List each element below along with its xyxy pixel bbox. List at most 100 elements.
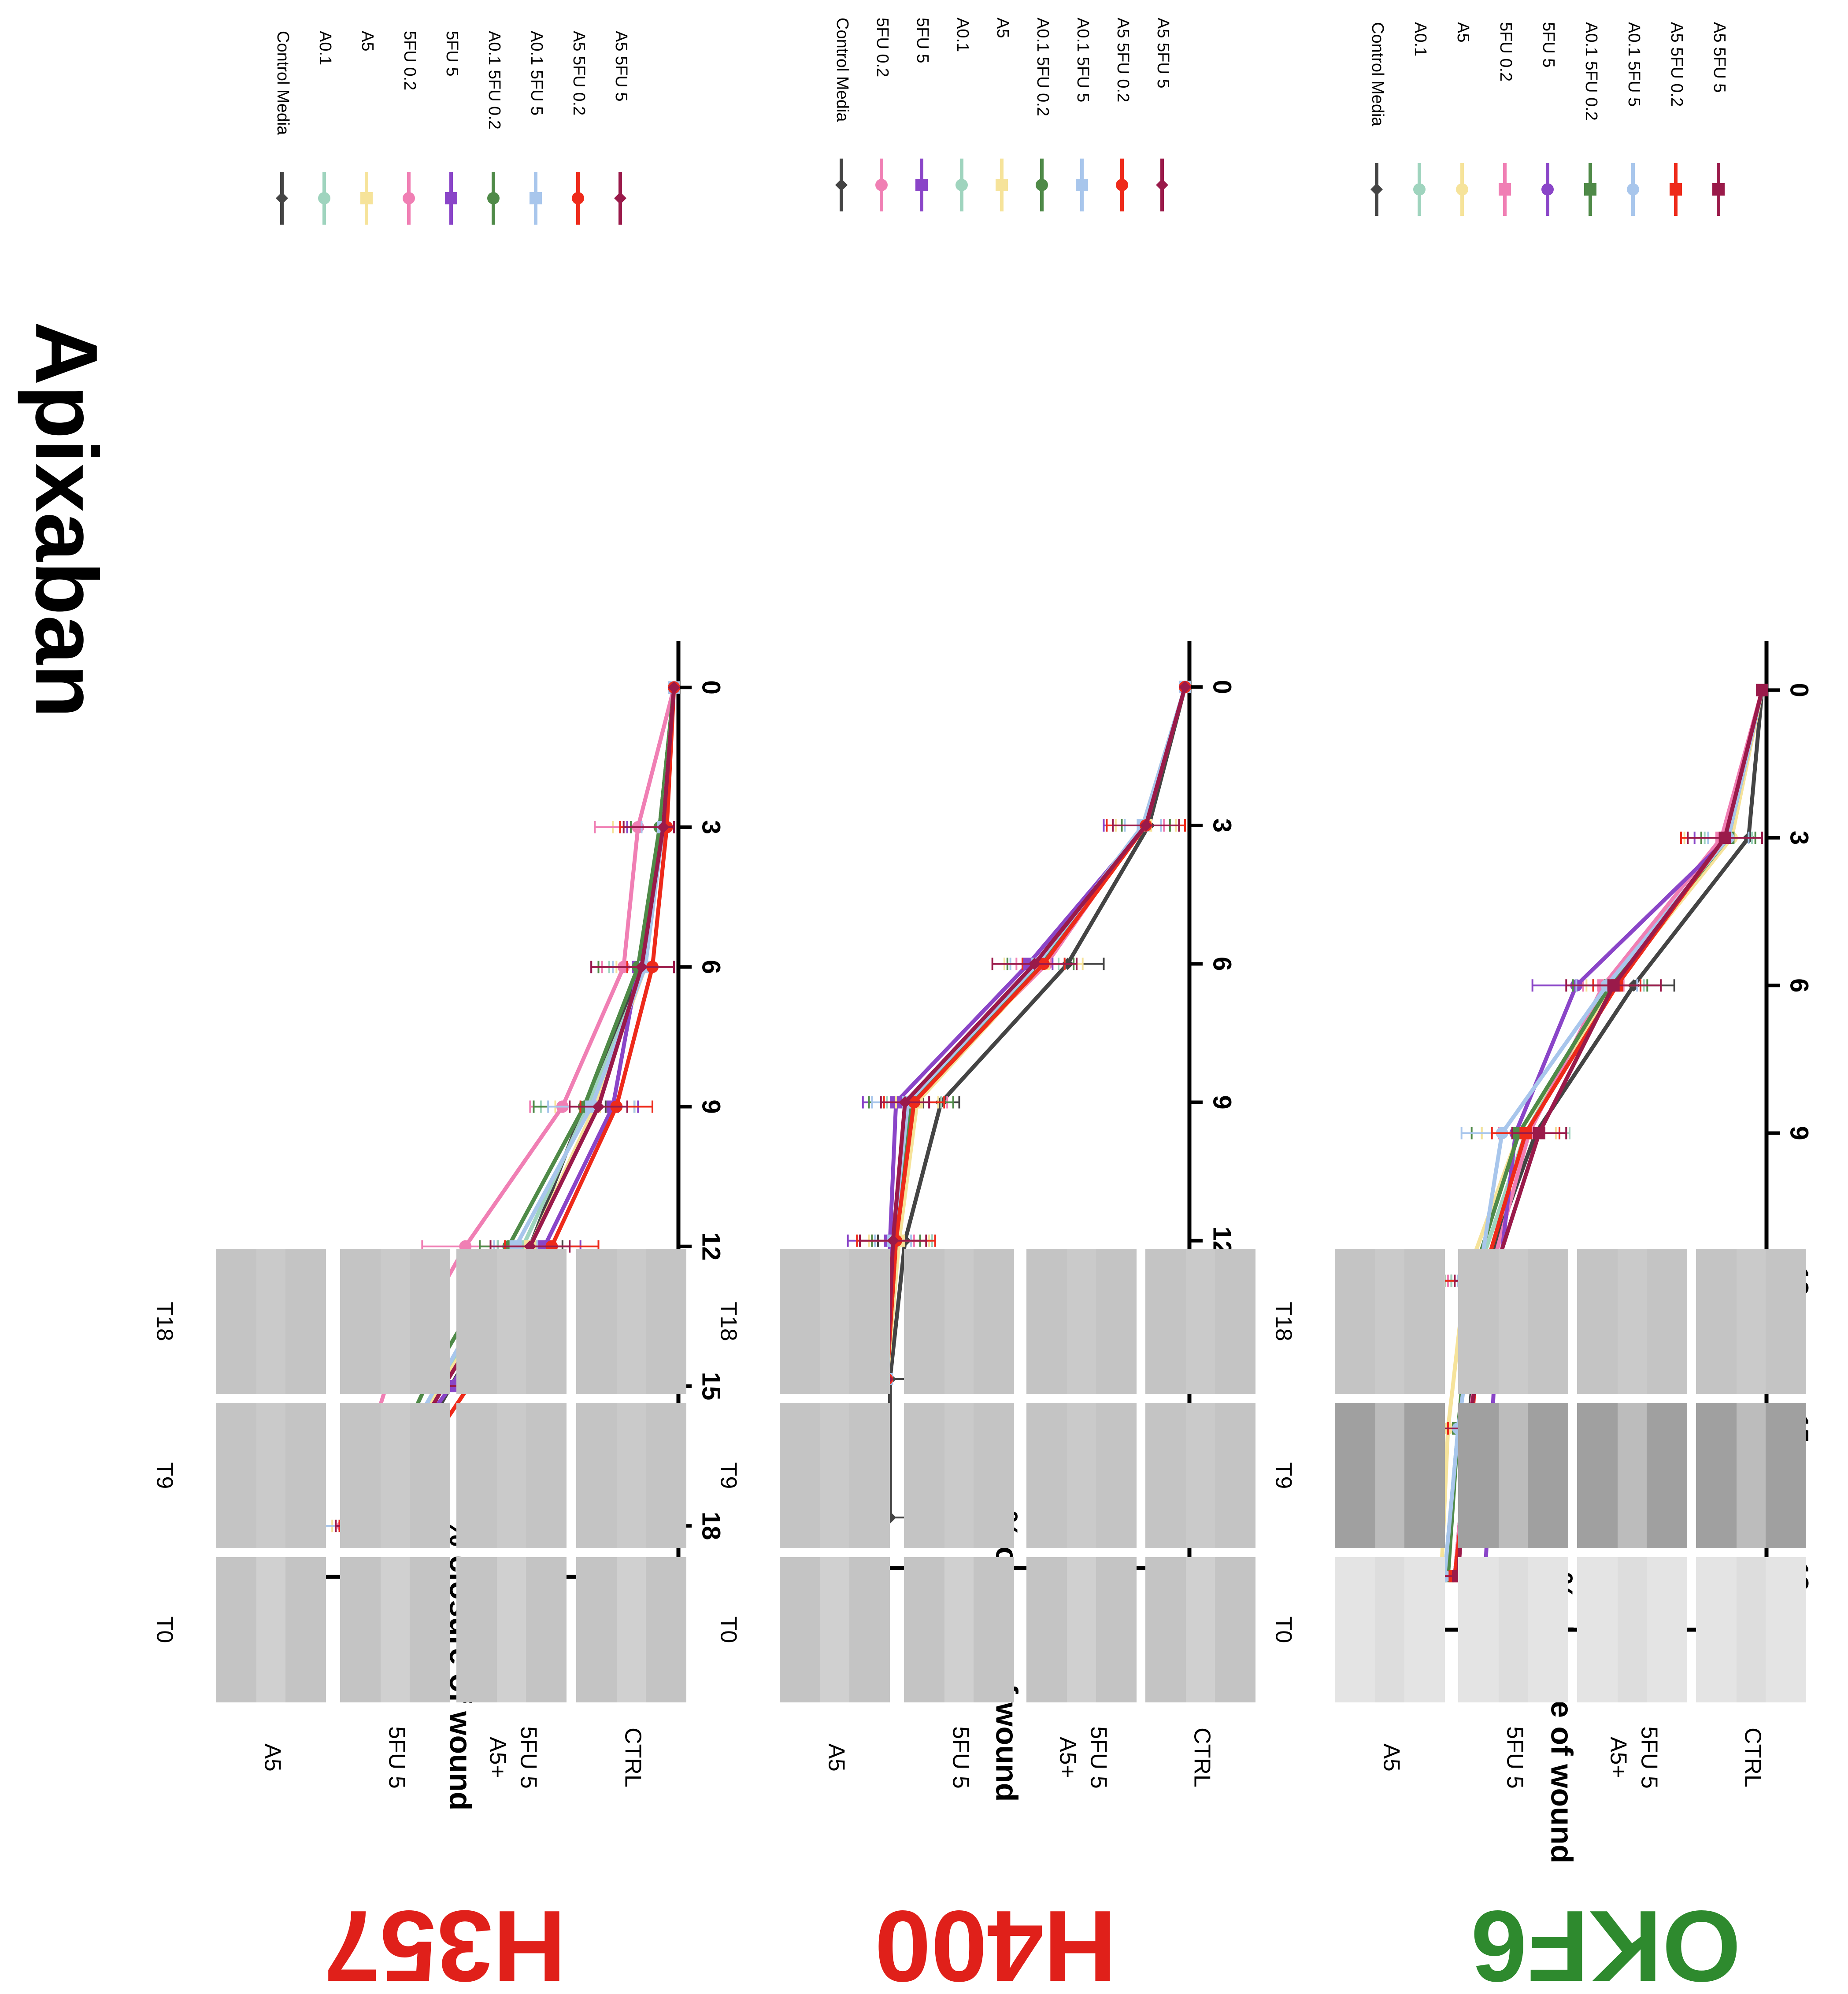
time-label: T0: [1270, 1617, 1296, 1643]
legend-label: 5FU 0.2: [1496, 22, 1515, 81]
legend-label: A0.1: [316, 31, 334, 65]
legend-marker: [996, 179, 1008, 191]
wound-gap: [1499, 1403, 1528, 1548]
legend-label: A5 5FU 0.2: [570, 31, 588, 115]
wound-gap: [256, 1403, 285, 1548]
micrograph-grid: [216, 1249, 686, 1702]
legend-marker: [1627, 183, 1639, 196]
legend-marker: [572, 192, 584, 204]
time-label: T9: [1270, 1462, 1296, 1489]
legend-label: A0.1: [953, 18, 972, 52]
row-label: 5FU 5: [948, 1726, 973, 1789]
legend-label: A5: [993, 18, 1012, 38]
legend-label: A0.1 5FU 0.2: [1582, 22, 1600, 121]
wound-gap: [617, 1557, 646, 1702]
row-label: CTRL: [1740, 1728, 1765, 1787]
wound-gap: [820, 1557, 849, 1702]
legend: Control Media 5FU 0.2 5FU 5 A0.1 A5 A0.1 5FU …: [833, 18, 1172, 211]
wound-gap: [381, 1403, 410, 1548]
legend-label: 5FU 0.2: [873, 18, 892, 77]
data-point: [1756, 684, 1768, 696]
legend-label: A5 5FU 5: [1154, 18, 1172, 89]
data-point: [1140, 819, 1152, 832]
series-line: [885, 686, 1187, 1380]
data-point: [1718, 832, 1731, 844]
data-point: [1533, 1127, 1545, 1139]
time-label: T9: [715, 1462, 741, 1489]
legend-label: A5 5FU 5: [1710, 22, 1729, 93]
wound-gap: [1067, 1249, 1096, 1394]
cell-line-title: H357: [324, 1890, 566, 1992]
legend-marker: [835, 179, 848, 191]
wound-gap: [944, 1249, 974, 1394]
row-label: A5+: [1055, 1737, 1080, 1778]
wound-gap: [1186, 1403, 1215, 1548]
legend-marker: [276, 192, 288, 204]
cell-line-title: OKF6: [1470, 1890, 1741, 1992]
wound-gap: [1067, 1557, 1096, 1702]
legend-marker: [1156, 179, 1168, 191]
wound-gap: [1618, 1249, 1647, 1394]
wound-gap: [381, 1249, 410, 1394]
wound-gap: [497, 1403, 526, 1548]
wound-gap: [1737, 1249, 1766, 1394]
legend-label: A0.1 5FU 0.2: [485, 31, 504, 129]
legend-label: Control Media: [833, 18, 852, 122]
wound-gap: [617, 1403, 646, 1548]
wound-gap: [256, 1557, 285, 1702]
wound-gap: [1186, 1249, 1215, 1394]
legend-label: A5: [358, 31, 377, 51]
legend-label: A0.1 5FU 5: [1625, 22, 1643, 107]
data-point: [1607, 979, 1620, 992]
micrograph-grid: [1335, 1249, 1806, 1702]
legend-label: A5: [1454, 22, 1472, 42]
legend-marker: [530, 192, 542, 204]
time-label: T0: [715, 1617, 741, 1643]
legend-marker: [1413, 183, 1426, 196]
wound-gap: [497, 1249, 526, 1394]
legend-marker: [1076, 179, 1088, 191]
data-point: [1028, 958, 1041, 970]
row-label: 5FU 5: [515, 1726, 541, 1789]
legend-label: A0.1 5FU 5: [527, 31, 546, 115]
x-tick-label: 6: [697, 960, 726, 974]
row-label: A5+: [485, 1737, 510, 1778]
row-label: A5: [1378, 1743, 1404, 1772]
wound-gap: [617, 1249, 646, 1394]
data-point: [657, 821, 670, 833]
wound-gap: [1375, 1557, 1404, 1702]
wound-gap: [944, 1557, 974, 1702]
row-label: A5: [259, 1743, 285, 1772]
legend-marker: [1712, 183, 1725, 196]
legend-label: 5FU 5: [1539, 22, 1558, 67]
micrograph-grid: [780, 1249, 1255, 1702]
legend-marker: [403, 192, 415, 204]
legend: Control Media A0.1 A5 5FU 0.2 5FU 5 A0.1 5FU …: [274, 31, 630, 225]
x-tick-label: 15: [697, 1372, 726, 1401]
legend-marker: [1541, 183, 1554, 196]
legend-marker: [1456, 183, 1468, 196]
legend-label: Control Media: [274, 31, 292, 135]
data-point: [635, 961, 648, 973]
time-label: T9: [152, 1462, 177, 1489]
data-point: [899, 1096, 911, 1109]
wound-gap: [1618, 1557, 1647, 1702]
wound-gap: [1186, 1557, 1215, 1702]
data-point: [668, 681, 680, 694]
x-tick-label: 6: [1785, 978, 1814, 992]
legend-label: A5 5FU 5: [612, 31, 630, 102]
row-label: A5+: [1605, 1737, 1631, 1778]
time-label: T18: [1270, 1302, 1296, 1341]
x-tick-label: 0: [697, 681, 726, 695]
legend-marker: [1370, 183, 1383, 196]
wound-gap: [1499, 1557, 1528, 1702]
wound-gap: [1499, 1249, 1528, 1394]
legend-marker: [487, 192, 500, 204]
wound-gap: [381, 1557, 410, 1702]
x-tick-label: 9: [1208, 1095, 1237, 1109]
row-label: 5FU 5: [384, 1726, 409, 1789]
wound-gap: [1737, 1557, 1766, 1702]
row-label: 5FU 5: [1502, 1726, 1527, 1789]
legend-label: 5FU 5: [443, 31, 461, 76]
